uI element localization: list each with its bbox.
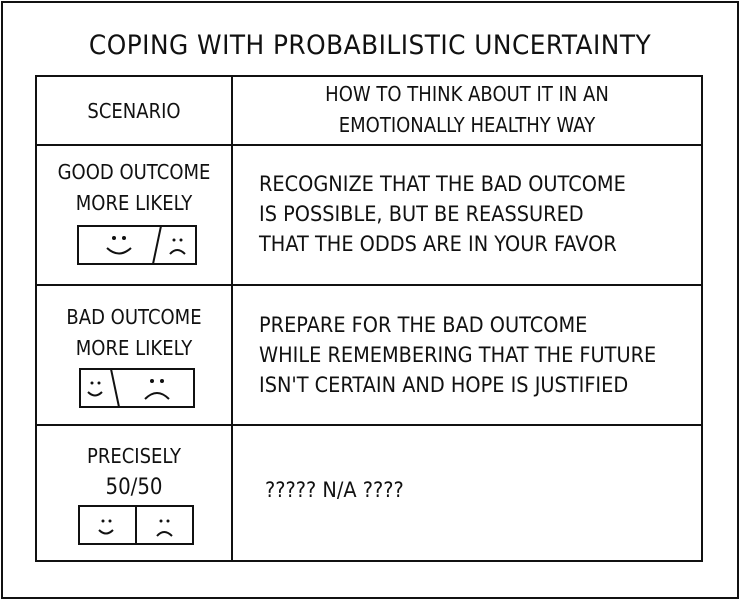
table-border-bottom — [35, 560, 703, 562]
advice-line: ISN'T CERTAIN AND HOPE IS JUSTIFIED — [259, 373, 629, 397]
scenario-good-more-likely: GOOD OUTCOME MORE LIKELY — [47, 157, 222, 219]
advice-good-more-likely: RECOGNIZE THAT THE BAD OUTCOME IS POSSIB… — [259, 169, 626, 259]
advice-line: IS POSSIBLE, BUT BE REASSURED — [259, 202, 584, 226]
advice-line: PREPARE FOR THE BAD OUTCOME — [259, 313, 588, 337]
frowny-face-icon — [169, 238, 186, 255]
header-advice-line: HOW TO THINK ABOUT IT IN AN — [325, 82, 609, 106]
column-divider — [231, 75, 233, 562]
header-scenario: SCENARIO — [87, 99, 181, 123]
advice-line: ????? N/A ???? — [265, 478, 404, 502]
scenario-line: MORE LIKELY — [75, 336, 193, 360]
row-divider — [35, 144, 703, 146]
header-advice: HOW TO THINK ABOUT IT IN AN EMOTIONALLY … — [256, 79, 677, 141]
advice-line: WHILE REMEMBERING THAT THE FUTURE — [259, 343, 657, 367]
scenario-bad-more-likely: BAD OUTCOME MORE LIKELY — [47, 302, 222, 364]
row-divider — [35, 424, 703, 426]
scenario-precisely-50-50: PRECISELY 50/50 — [47, 441, 222, 503]
scenario-line: PRECISELY — [86, 444, 182, 468]
smiley-face-icon — [106, 236, 132, 255]
table-border-left — [35, 75, 37, 562]
frowny-face-icon — [156, 519, 173, 537]
header-advice-line: EMOTIONALLY HEALTHY WAY — [338, 113, 596, 137]
scenario-line: MORE LIKELY — [75, 191, 193, 215]
row-divider — [35, 284, 703, 286]
advice-bad-more-likely: PREPARE FOR THE BAD OUTCOME WHILE REMEMB… — [259, 310, 656, 400]
scenario-line: GOOD OUTCOME — [57, 160, 211, 184]
scenario-line: BAD OUTCOME — [66, 305, 202, 329]
advice-line: THAT THE ODDS ARE IN YOUR FAVOR — [259, 232, 617, 256]
table-border-top — [35, 75, 703, 77]
table-border-right — [701, 75, 703, 562]
probability-box-bad-likely — [79, 368, 195, 408]
uncertainty-table: SCENARIO HOW TO THINK ABOUT IT IN AN EMO… — [35, 75, 703, 562]
smiley-face-icon — [87, 381, 103, 397]
scenario-line: 50/50 — [105, 475, 163, 500]
frowny-face-icon — [144, 379, 170, 400]
probability-box-good-likely — [77, 225, 197, 265]
advice-line: RECOGNIZE THAT THE BAD OUTCOME — [259, 172, 626, 196]
probability-box-even — [78, 505, 194, 545]
comic-title: COPING WITH PROBABILISTIC UNCERTAINTY — [88, 30, 652, 61]
smiley-face-icon — [98, 519, 114, 535]
advice-precisely-50-50: ????? N/A ???? — [265, 475, 404, 505]
